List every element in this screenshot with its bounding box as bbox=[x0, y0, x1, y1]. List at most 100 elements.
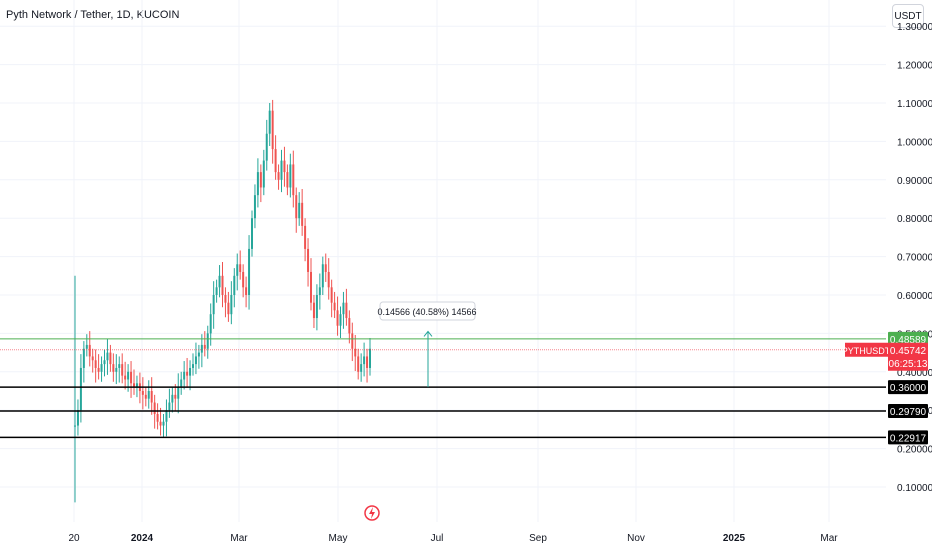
candle-body bbox=[200, 344, 203, 353]
candle-body bbox=[233, 275, 236, 295]
candle-body bbox=[315, 295, 318, 319]
candle-body bbox=[274, 149, 277, 173]
y-axis-tick-label: 0.60000 bbox=[897, 291, 932, 302]
candle-body bbox=[310, 271, 312, 303]
candle-body bbox=[345, 302, 348, 319]
candle-body bbox=[112, 364, 115, 372]
candle-body bbox=[218, 275, 221, 288]
candle-body bbox=[289, 164, 292, 188]
candle-body bbox=[177, 387, 180, 399]
symbol-tag: PYTHUSDT bbox=[842, 346, 891, 356]
candle-body bbox=[130, 371, 133, 384]
candle-body bbox=[351, 333, 354, 349]
candle-body bbox=[162, 421, 165, 426]
candle-body bbox=[230, 295, 233, 315]
last-price-countdown: 06:25:13 bbox=[889, 359, 928, 370]
x-axis-tick-label: May bbox=[329, 533, 348, 544]
candle-body bbox=[236, 264, 239, 276]
candle-body bbox=[342, 302, 345, 315]
measure-arrow-head bbox=[423, 330, 433, 337]
candle-body bbox=[245, 287, 248, 295]
candle-body bbox=[227, 302, 230, 315]
candle-body bbox=[336, 310, 339, 326]
price-line-label-box bbox=[888, 404, 928, 419]
candle-body bbox=[280, 160, 283, 180]
candle-body bbox=[312, 302, 315, 319]
y-axis-tick-label: 1.20000 bbox=[897, 61, 932, 72]
y-axis-tick-label: 0.80000 bbox=[897, 214, 932, 225]
candle-body bbox=[330, 287, 333, 303]
y-axis-tick-label: 0.90000 bbox=[897, 176, 932, 187]
candle-body bbox=[239, 264, 242, 272]
candle-body bbox=[203, 344, 206, 349]
y-axis-tick-label: 1.10000 bbox=[897, 99, 932, 110]
candle-body bbox=[292, 164, 295, 196]
price-line-label: 0.29790 bbox=[890, 407, 927, 418]
candle-body bbox=[76, 410, 79, 426]
candle-body bbox=[124, 375, 127, 380]
candle-body bbox=[194, 356, 197, 365]
candle-body bbox=[268, 110, 271, 134]
candle-body bbox=[147, 391, 150, 399]
candle-body bbox=[348, 318, 351, 334]
candle-body bbox=[85, 344, 88, 349]
candle-body bbox=[256, 172, 259, 196]
candle-body bbox=[209, 314, 212, 334]
candle-body bbox=[118, 364, 121, 368]
y-axis-tick-label: 1.00000 bbox=[897, 137, 932, 148]
last-price-value: 0.45742 bbox=[890, 346, 927, 357]
candle-body bbox=[248, 248, 251, 295]
candle-body bbox=[224, 295, 227, 303]
x-axis-tick-label: Sep bbox=[529, 533, 547, 544]
candle-body bbox=[369, 348, 371, 368]
candle-body bbox=[251, 218, 253, 249]
candle-body bbox=[156, 414, 159, 422]
candle-body bbox=[242, 271, 245, 288]
y-axis-tick-label: 1.30000 bbox=[897, 22, 932, 33]
candle-body bbox=[144, 394, 147, 399]
candle-body bbox=[141, 391, 144, 395]
candle-body bbox=[133, 383, 135, 388]
price-line-label-box bbox=[888, 331, 928, 346]
candle-body bbox=[321, 264, 324, 288]
measure-label: 0.14566 (40.58%) 14566 bbox=[377, 307, 476, 317]
candle-body bbox=[94, 360, 97, 368]
candle-body bbox=[307, 248, 310, 272]
candle-body bbox=[109, 352, 112, 365]
price-line-label: 0.36000 bbox=[890, 383, 927, 394]
y-axis-tick-label: 0.40000 bbox=[897, 368, 932, 379]
candle-body bbox=[91, 356, 94, 361]
candle-body bbox=[135, 383, 138, 388]
candle-body bbox=[360, 364, 363, 372]
candle-body bbox=[295, 195, 298, 219]
candle-body bbox=[327, 271, 330, 288]
candle-body bbox=[206, 333, 209, 349]
candle-body bbox=[357, 356, 360, 372]
candle-body bbox=[192, 364, 194, 368]
candle-body bbox=[212, 295, 215, 315]
chart-title: Pyth Network / Tether, 1D, KUCOIN bbox=[6, 9, 180, 21]
symbol-tag-box bbox=[845, 342, 888, 357]
candle-body bbox=[159, 421, 162, 426]
currency-button[interactable]: USDT bbox=[892, 4, 924, 28]
measure-label-box bbox=[379, 301, 476, 321]
candle-body bbox=[339, 314, 342, 326]
candle-body bbox=[115, 367, 118, 372]
candle-body bbox=[286, 172, 289, 188]
candle-body bbox=[259, 172, 262, 188]
candle-body bbox=[186, 371, 189, 376]
price-line-label: 0.48589 bbox=[890, 335, 927, 346]
candle-body bbox=[171, 394, 174, 403]
candle-body bbox=[150, 391, 153, 403]
candle-body bbox=[168, 402, 171, 411]
candle-body bbox=[103, 360, 106, 365]
candle-body bbox=[354, 348, 357, 357]
candle-body bbox=[106, 352, 109, 361]
candle-body bbox=[366, 356, 369, 368]
candle-body bbox=[301, 202, 304, 226]
candle-body bbox=[174, 394, 177, 399]
candle-body bbox=[127, 371, 130, 380]
last-price-box bbox=[888, 342, 928, 371]
x-axis-tick-label: 2024 bbox=[131, 533, 154, 544]
